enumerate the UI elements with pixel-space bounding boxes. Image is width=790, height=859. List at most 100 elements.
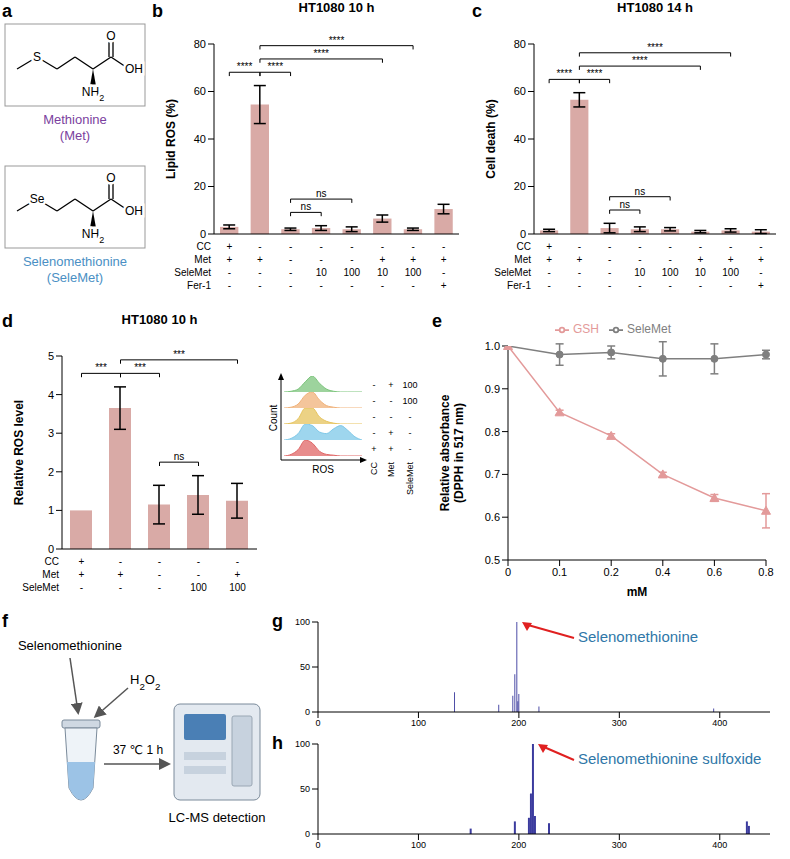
svg-text:ns: ns	[301, 201, 312, 212]
svg-text:80: 80	[514, 38, 526, 50]
svg-text:0.6: 0.6	[485, 511, 500, 523]
svg-text:****: ****	[647, 42, 663, 53]
svg-text:-: -	[729, 280, 732, 291]
svg-text:-: -	[409, 428, 412, 438]
svg-text:Met: Met	[194, 254, 211, 265]
svg-text:-: -	[390, 412, 393, 422]
svg-text:10: 10	[377, 267, 389, 278]
svg-text:100: 100	[190, 582, 207, 593]
svg-text:-: -	[442, 241, 445, 252]
svg-text:-: -	[373, 380, 376, 390]
svg-text:CC: CC	[517, 241, 531, 252]
svg-text:0: 0	[305, 829, 310, 839]
svg-text:37 ℃ 1 h: 37 ℃ 1 h	[113, 743, 163, 757]
svg-text:0.2: 0.2	[604, 566, 619, 578]
svg-text:0.5: 0.5	[485, 554, 500, 566]
svg-text:Methionine: Methionine	[43, 112, 107, 127]
svg-text:+: +	[388, 444, 393, 454]
svg-text:****: ****	[267, 61, 283, 72]
svg-text:-: -	[668, 241, 671, 252]
svg-text:OH: OH	[125, 62, 143, 76]
svg-text:+: +	[441, 254, 447, 265]
svg-text:-: -	[158, 582, 161, 593]
svg-text:-: -	[289, 280, 292, 291]
svg-text:(SeleMet): (SeleMet)	[47, 270, 103, 285]
svg-text:-: -	[381, 280, 384, 291]
svg-text:NH2: NH2	[82, 227, 104, 245]
svg-text:Relative ROS level: Relative ROS level	[12, 400, 26, 505]
svg-text:ns: ns	[174, 451, 185, 462]
svg-text:+: +	[235, 569, 241, 580]
svg-text:-: -	[119, 556, 122, 567]
svg-text:***: ***	[173, 349, 185, 360]
svg-text:40: 40	[194, 133, 206, 145]
svg-text:300: 300	[612, 718, 627, 728]
svg-text:-: -	[158, 569, 161, 580]
svg-text:mM: mM	[627, 585, 648, 599]
svg-text:Met: Met	[42, 569, 59, 580]
svg-text:****: ****	[313, 48, 329, 59]
svg-text:H2O2: H2O2	[130, 672, 160, 692]
svg-text:0.8: 0.8	[485, 426, 500, 438]
svg-text:CC: CC	[197, 241, 211, 252]
svg-text:ns: ns	[316, 188, 327, 199]
svg-text:-: -	[350, 254, 353, 265]
svg-text:3: 3	[48, 427, 54, 439]
svg-text:1: 1	[48, 504, 54, 516]
svg-text:-: -	[759, 241, 762, 252]
svg-text:0.7: 0.7	[485, 468, 500, 480]
svg-text:****: ****	[556, 68, 572, 79]
svg-text:+: +	[410, 254, 416, 265]
svg-text:****: ****	[632, 55, 648, 66]
svg-text:-: -	[381, 241, 384, 252]
svg-text:+: +	[758, 254, 764, 265]
svg-text:5: 5	[48, 350, 54, 362]
svg-text:100: 100	[411, 718, 426, 728]
svg-text:O: O	[106, 29, 115, 43]
svg-text:-: -	[258, 267, 261, 278]
svg-text:200: 200	[511, 718, 526, 728]
svg-text:0: 0	[305, 707, 310, 717]
svg-text:SeleMet: SeleMet	[405, 462, 415, 496]
svg-text:-: -	[289, 241, 292, 252]
svg-text:+: +	[257, 254, 263, 265]
svg-text:-: -	[729, 241, 732, 252]
svg-text:0.1: 0.1	[552, 566, 567, 578]
svg-text:Count: Count	[268, 404, 279, 431]
svg-text:***: ***	[134, 362, 146, 373]
svg-text:****: ****	[587, 68, 603, 79]
svg-text:100: 100	[343, 267, 360, 278]
svg-text:80: 80	[194, 38, 206, 50]
svg-text:+: +	[546, 241, 552, 252]
svg-text:-: -	[668, 254, 671, 265]
svg-text:-: -	[608, 267, 611, 278]
svg-text:-: -	[409, 444, 412, 454]
svg-text:100: 100	[411, 840, 426, 850]
svg-text:-: -	[547, 280, 550, 291]
svg-text:SeleMet: SeleMet	[22, 582, 59, 593]
svg-text:50: 50	[300, 784, 310, 794]
svg-text:-: -	[119, 582, 122, 593]
svg-text:+: +	[79, 569, 85, 580]
svg-text:-: -	[197, 569, 200, 580]
svg-text:+: +	[576, 254, 582, 265]
svg-text:100: 100	[229, 582, 246, 593]
svg-text:+: +	[380, 254, 386, 265]
svg-text:200: 200	[511, 840, 526, 850]
svg-text:-: -	[668, 280, 671, 291]
svg-text:60: 60	[194, 85, 206, 97]
svg-text:S: S	[33, 50, 41, 64]
svg-text:-: -	[236, 556, 239, 567]
svg-text:0.4: 0.4	[655, 566, 670, 578]
svg-text:+: +	[226, 241, 232, 252]
svg-text:-: -	[578, 280, 581, 291]
svg-text:2: 2	[48, 466, 54, 478]
svg-text:-: -	[158, 556, 161, 567]
svg-text:-: -	[638, 254, 641, 265]
svg-text:Cell death (%): Cell death (%)	[484, 99, 498, 178]
svg-text:CC: CC	[45, 556, 59, 567]
svg-text:0.8: 0.8	[758, 566, 773, 578]
svg-text:+: +	[758, 280, 764, 291]
svg-text:0: 0	[520, 228, 526, 240]
svg-text:-: -	[699, 280, 702, 291]
